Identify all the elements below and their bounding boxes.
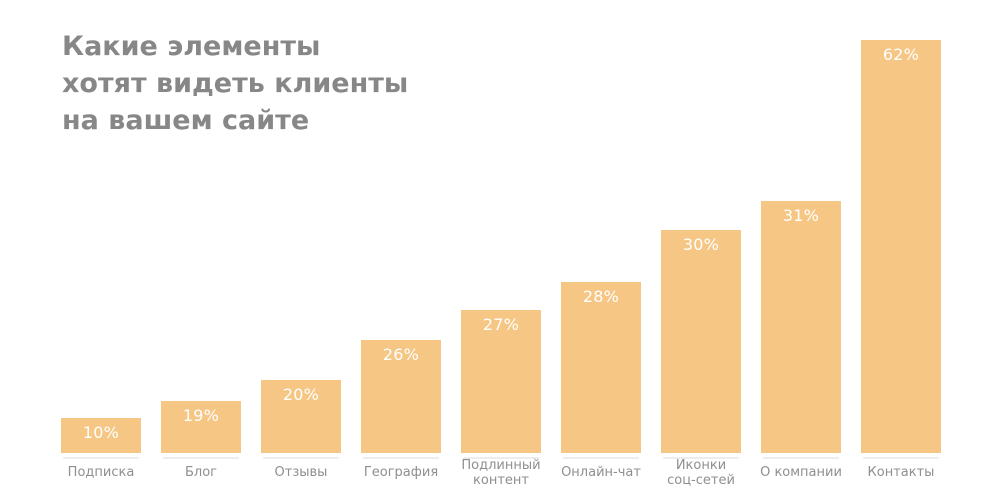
- bar-group: 20% Отзывы: [251, 0, 351, 501]
- bar-baseline-line: [163, 457, 239, 459]
- bar-group: 62% Контакты: [851, 0, 951, 501]
- bar-category-label: Иконки соц-сетей: [667, 457, 735, 488]
- bar-baseline-line: [563, 457, 639, 459]
- bar: 26%: [361, 340, 441, 453]
- chart-title-line: хотят видеть клиенты: [62, 68, 409, 99]
- bar-category-label: Отзывы: [274, 465, 328, 480]
- bar-group: 30% Иконки соц-сетей: [651, 0, 751, 501]
- bar-group: 28% Онлайн-чат: [551, 0, 651, 501]
- bar-value-label: 19%: [182, 406, 220, 425]
- bar-baseline-line: [463, 457, 539, 459]
- bar-baseline-line: [263, 457, 339, 459]
- bar-category-label: Онлайн-чат: [561, 465, 641, 480]
- bar-value-label: 26%: [382, 345, 420, 364]
- bar: 19%: [161, 401, 241, 453]
- bar-baseline-line: [363, 457, 439, 459]
- bar-baseline-line: [763, 457, 839, 459]
- bar: 20%: [261, 380, 341, 453]
- bar: 28%: [561, 282, 641, 453]
- bar-category-label: География: [363, 465, 439, 480]
- bar: 10%: [61, 418, 141, 453]
- bar-category-label: Подлинный контент: [461, 457, 541, 488]
- chart-title-line: на вашем сайте: [62, 105, 310, 136]
- bar-value-label: 10%: [82, 423, 120, 442]
- chart-title-line: Какие элементы: [62, 31, 321, 62]
- bar: 31%: [761, 201, 841, 453]
- bar-value-label: 20%: [282, 385, 320, 404]
- bar-baseline-line: [63, 457, 139, 459]
- bar-category-label: О компании: [760, 465, 842, 480]
- bar-value-label: 31%: [782, 206, 820, 225]
- bar-category-label: Блог: [184, 465, 217, 480]
- bar-baseline-line: [863, 457, 939, 459]
- bar-group: 31% О компании: [751, 0, 851, 501]
- bar-group: 26% География: [351, 0, 451, 501]
- bar-group: 27% Подлинный контент: [451, 0, 551, 501]
- bar-group: 19% Блог: [151, 0, 251, 501]
- bar-value-label: 27%: [482, 315, 520, 334]
- bar-baseline-line: [663, 457, 739, 459]
- chart-title: Какие элементы хотят видеть клиенты на в…: [62, 28, 408, 139]
- bar: 62%: [861, 40, 941, 453]
- bar: 27%: [461, 310, 541, 453]
- bar-group: 10% Подписка: [51, 0, 151, 501]
- bar-value-label: 62%: [882, 45, 920, 64]
- bar-value-label: 28%: [582, 287, 620, 306]
- bar-value-label: 30%: [682, 235, 720, 254]
- bar-category-label: Контакты: [867, 465, 935, 480]
- bar-category-label: Подписка: [67, 465, 135, 480]
- bar: 30%: [661, 230, 741, 453]
